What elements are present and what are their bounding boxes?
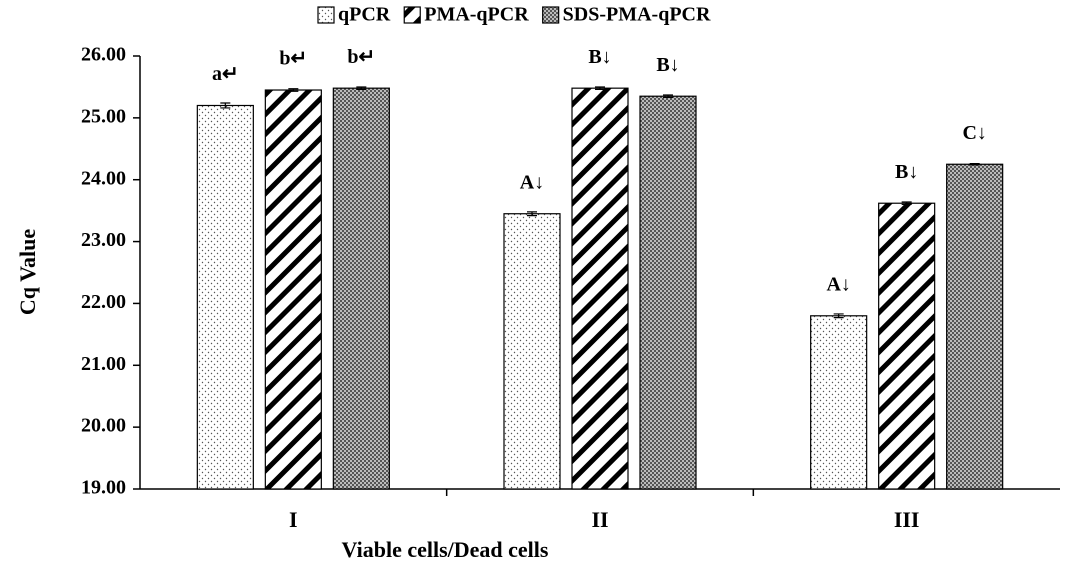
bar: [196, 104, 254, 490]
error-bar: [595, 86, 605, 91]
annotation: A↓: [520, 171, 544, 193]
error-bar: [901, 201, 912, 206]
y-tick-label: 22.00: [81, 291, 126, 313]
x-tick-label: III: [894, 507, 920, 532]
legend-swatch: [317, 6, 335, 24]
annotation: a↵: [212, 63, 239, 85]
error-bar: [833, 313, 844, 319]
legend-swatch: [403, 6, 421, 24]
error-bar: [663, 94, 673, 99]
error-bar: [527, 211, 537, 217]
x-axis-title: Viable cells/Dead cells: [342, 537, 549, 562]
bar: [878, 202, 936, 490]
bar: [571, 87, 629, 490]
bar: [639, 95, 697, 490]
bar: [946, 163, 1004, 490]
annotation: A↓: [826, 273, 850, 295]
error-bar: [969, 163, 980, 166]
y-tick-label: 23.00: [81, 229, 126, 251]
annotation: B↓: [656, 54, 679, 76]
error-bar: [288, 88, 299, 92]
legend-label: qPCR: [338, 4, 391, 26]
y-tick-label: 20.00: [81, 415, 126, 437]
annotation: C↓: [962, 122, 986, 144]
x-tick-label: I: [289, 507, 298, 532]
legend-swatch: [542, 6, 560, 24]
annotation: B↓: [588, 46, 611, 68]
annotation: B↓: [895, 161, 918, 183]
bar: [264, 89, 322, 490]
annotation: b↵: [347, 46, 375, 68]
legend-label: PMA-qPCR: [424, 4, 529, 26]
bar: [332, 87, 390, 490]
y-tick-label: 25.00: [81, 105, 126, 127]
y-tick-label: 19.00: [81, 477, 126, 499]
legend-label: SDS-PMA-qPCR: [563, 4, 711, 26]
error-bar: [356, 86, 367, 91]
x-tick-label: II: [591, 507, 608, 532]
y-tick-label: 21.00: [81, 353, 126, 375]
y-tick-label: 26.00: [81, 44, 126, 66]
error-bar: [220, 102, 231, 109]
bar: [503, 213, 561, 490]
y-axis-title: Cq Value: [15, 229, 40, 315]
y-tick-label: 24.00: [81, 167, 126, 189]
bar: [810, 315, 868, 490]
annotation: b↵: [279, 48, 307, 70]
